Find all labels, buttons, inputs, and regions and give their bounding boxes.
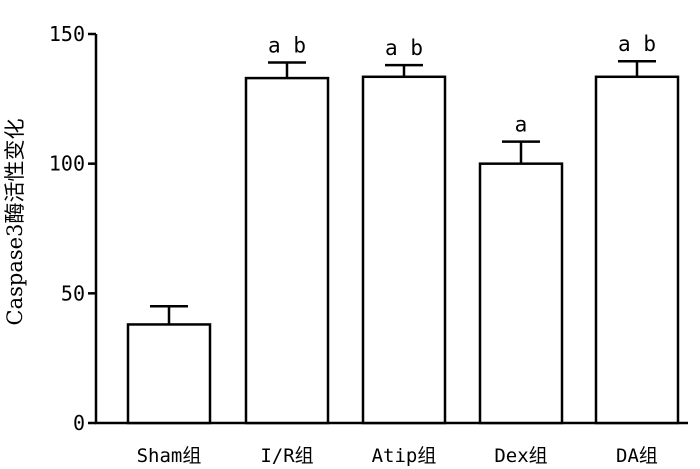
significance-label-2: a b — [385, 36, 423, 60]
bars — [126, 59, 680, 425]
labels: 0 50 100 150 Sham组 a b I/R组 a b Atip组 a Dex组 a b DA组 — [49, 22, 658, 467]
category-label-4: DA组 — [616, 445, 658, 467]
bar-2 — [361, 75, 447, 425]
significance-label-1: a b — [268, 34, 306, 58]
y-tick-label-50: 50 — [61, 281, 85, 305]
category-label-1: I/R组 — [260, 445, 313, 467]
y-tick-label-150: 150 — [49, 22, 85, 46]
significance-label-4: a b — [618, 32, 656, 56]
bar-3 — [478, 162, 564, 425]
category-label-3: Dex组 — [494, 445, 547, 467]
category-label-0: Sham组 — [137, 445, 202, 467]
bar-0 — [126, 323, 212, 425]
significance-label-3: a — [515, 113, 528, 137]
bar-1 — [244, 76, 330, 425]
bar-4 — [594, 75, 680, 425]
y-tick-label-0: 0 — [73, 411, 85, 435]
y-tick-label-100: 100 — [49, 152, 85, 176]
y-axis-label: Caspase3酶活性变化 — [3, 119, 27, 326]
category-label-2: Atip组 — [372, 445, 437, 467]
